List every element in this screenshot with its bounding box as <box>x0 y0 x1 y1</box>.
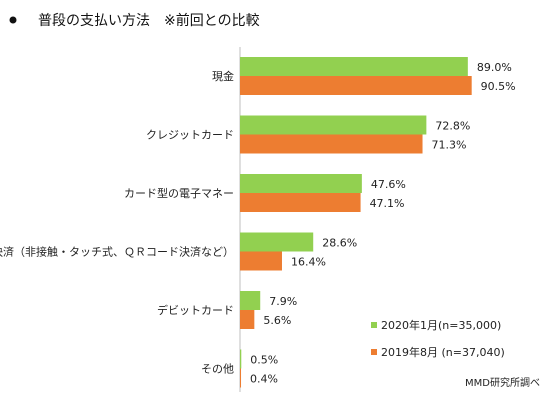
bar <box>240 193 361 212</box>
category-labels: 現金クレジットカードカード型の電子マネースマホ決済（非接触・タッチ式、ＱＲコード… <box>0 69 234 376</box>
data-label: 5.6% <box>263 314 291 327</box>
category-label: スマホ決済（非接触・タッチ式、ＱＲコード決済など） <box>0 245 234 259</box>
category-label: デビットカード <box>157 303 234 317</box>
data-label: 0.4% <box>250 373 278 386</box>
legend-swatch-2019 <box>371 349 377 355</box>
bar <box>240 115 427 135</box>
value-labels: 89.0% 90.5% 72.8% 71.3% 47.6% 47.1% 28.6% 16.4%… <box>250 61 516 386</box>
legend-swatch-2020 <box>371 322 377 328</box>
category-label: その他 <box>201 363 234 376</box>
bar <box>240 232 314 252</box>
data-label: 47.1% <box>370 197 405 210</box>
data-label: 47.6% <box>371 178 406 191</box>
bar <box>240 310 255 329</box>
category-label: クレジットカード <box>146 129 234 142</box>
bar <box>240 368 242 388</box>
bar <box>240 291 261 310</box>
bar <box>240 174 362 193</box>
data-label: 28.6% <box>322 237 357 250</box>
category-label: 現金 <box>212 69 234 83</box>
data-label: 89.0% <box>477 61 512 74</box>
bar <box>240 76 472 95</box>
bar <box>240 251 282 271</box>
source-credit: MMD研究所調べ <box>465 376 540 389</box>
bars <box>240 57 472 388</box>
data-label: 0.5% <box>250 354 278 367</box>
legend-label-2020: 2020年1月(n=35,000) <box>381 318 501 332</box>
data-label: 16.4% <box>291 256 326 269</box>
legend: 2020年1月(n=35,000) 2019年8月 (n=37,040) <box>371 318 505 359</box>
data-label: 90.5% <box>481 80 516 93</box>
bar <box>240 57 468 76</box>
category-label: カード型の電子マネー <box>124 186 234 200</box>
bar <box>240 134 423 154</box>
data-label: 71.3% <box>432 139 467 152</box>
chart-title: 普段の支払い方法 ※前回との比較 <box>38 12 260 29</box>
data-label: 7.9% <box>269 295 297 308</box>
data-label: 72.8% <box>435 120 470 133</box>
bar <box>240 349 242 369</box>
title-bullet-icon <box>9 16 17 24</box>
legend-label-2019: 2019年8月 (n=37,040) <box>381 345 505 359</box>
